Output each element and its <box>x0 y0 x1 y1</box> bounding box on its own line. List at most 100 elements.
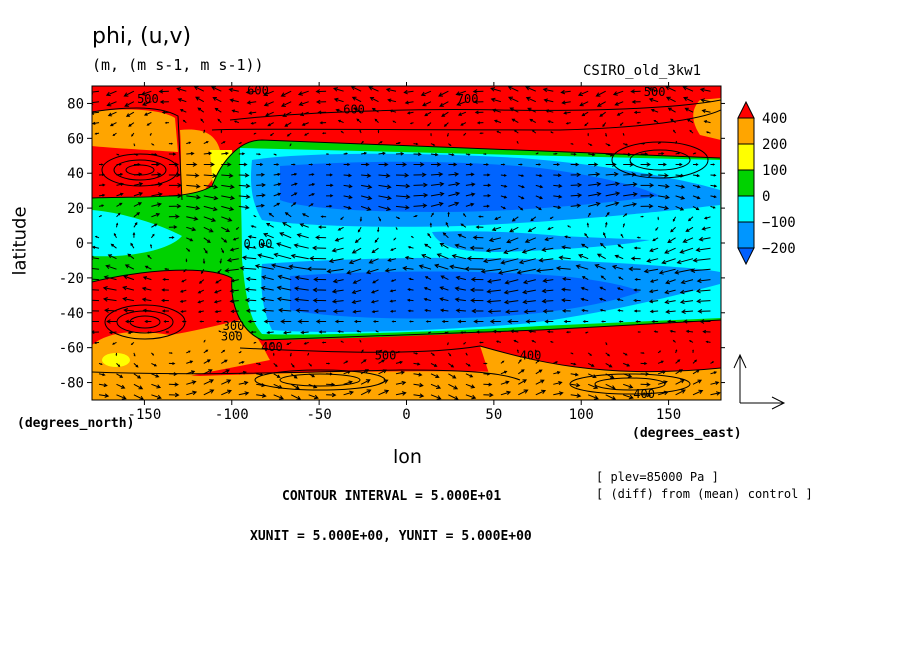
wind-vector <box>94 235 100 239</box>
wind-vector <box>617 244 624 249</box>
wind-vector <box>229 299 239 304</box>
wind-vector <box>518 258 536 265</box>
wind-vector <box>313 277 327 282</box>
wind-vector <box>657 205 670 211</box>
wind-vector <box>257 253 274 260</box>
wind-vector <box>455 90 467 96</box>
wind-vector <box>443 122 449 127</box>
wind-vector <box>486 288 501 294</box>
wind-vector <box>246 100 257 105</box>
wind-vector <box>605 181 621 187</box>
wind-vector <box>527 226 537 232</box>
field-orange-nw <box>92 109 178 152</box>
wind-vector <box>378 141 383 145</box>
contour-label: 400 <box>520 349 542 363</box>
wind-vector <box>116 182 125 186</box>
wind-vector <box>213 300 222 304</box>
wind-vector <box>185 258 188 263</box>
wind-vector <box>605 373 615 379</box>
wind-vector <box>221 226 231 232</box>
wind-vector <box>147 254 152 260</box>
wind-vector <box>197 310 204 314</box>
wind-vector <box>359 339 362 343</box>
wind-vector <box>665 279 676 285</box>
wind-vector <box>403 89 414 95</box>
wind-vector <box>105 90 117 97</box>
wind-vector <box>441 319 449 324</box>
wind-vector <box>198 279 205 284</box>
wind-vector <box>238 380 249 386</box>
wind-vector <box>124 101 135 107</box>
wind-vector <box>695 247 711 253</box>
wind-vector <box>605 132 608 137</box>
wind-vector <box>256 393 267 398</box>
wind-vector <box>485 247 501 253</box>
wind-vector <box>647 87 659 92</box>
contour-label: 300 <box>221 329 243 343</box>
wind-vector <box>483 392 494 398</box>
contour-lines <box>92 99 721 395</box>
wind-vector <box>430 394 442 400</box>
wind-vector <box>203 141 209 145</box>
wind-vector <box>308 163 314 166</box>
wind-vector <box>99 163 104 166</box>
wind-vector <box>130 342 135 346</box>
wind-vector <box>361 151 368 155</box>
wind-vector <box>220 349 226 354</box>
wind-vector <box>266 330 274 335</box>
wind-vector <box>490 87 502 92</box>
wind-vector <box>521 247 536 254</box>
wind-vector <box>387 258 397 262</box>
wind-vector <box>253 341 257 344</box>
wind-vector <box>299 223 309 228</box>
wind-vector <box>535 359 540 364</box>
wind-vector <box>371 247 379 254</box>
wind-vector <box>282 222 292 228</box>
wind-vector <box>538 257 554 263</box>
wind-vector <box>133 221 138 228</box>
wind-vector <box>256 172 266 177</box>
wind-vector <box>273 383 283 389</box>
wind-vector <box>256 372 264 377</box>
wind-vector <box>500 205 507 210</box>
wind-vector <box>633 288 641 292</box>
wind-vector <box>256 162 264 167</box>
wind-vector <box>343 380 353 385</box>
wind-vector <box>326 204 333 208</box>
wind-vector <box>277 274 292 281</box>
wind-vector <box>635 320 641 323</box>
wind-vector <box>525 96 537 103</box>
wind-vector <box>343 390 355 396</box>
wind-vector <box>687 216 694 222</box>
wind-vector <box>465 383 476 389</box>
wind-vector <box>162 277 169 281</box>
wind-vector <box>623 383 634 389</box>
wind-vector <box>332 309 344 314</box>
wind-vector <box>203 359 211 364</box>
wind-vector <box>352 279 362 284</box>
wind-vector <box>360 389 372 396</box>
wind-vector <box>623 362 631 367</box>
wind-vector <box>500 163 506 166</box>
wind-vector <box>241 255 257 261</box>
wind-vector <box>319 121 327 125</box>
wind-vector <box>454 243 467 249</box>
wind-vector <box>470 277 484 282</box>
wind-vector <box>370 289 379 294</box>
wind-vector <box>186 183 201 189</box>
wind-vector <box>309 256 327 261</box>
wind-vector <box>214 289 222 294</box>
wind-vector <box>168 225 178 229</box>
wind-vector <box>570 143 574 145</box>
wind-vector <box>658 194 670 200</box>
wind-vector <box>605 383 616 390</box>
wind-vector <box>151 143 155 146</box>
wind-vector <box>267 122 274 127</box>
wind-vector <box>448 153 455 157</box>
wind-vector <box>698 236 711 242</box>
wind-vector <box>168 392 180 398</box>
wind-vector <box>391 320 396 323</box>
contour-label: 500 <box>375 349 397 363</box>
wind-vector <box>553 371 561 375</box>
wind-vector <box>692 195 701 200</box>
